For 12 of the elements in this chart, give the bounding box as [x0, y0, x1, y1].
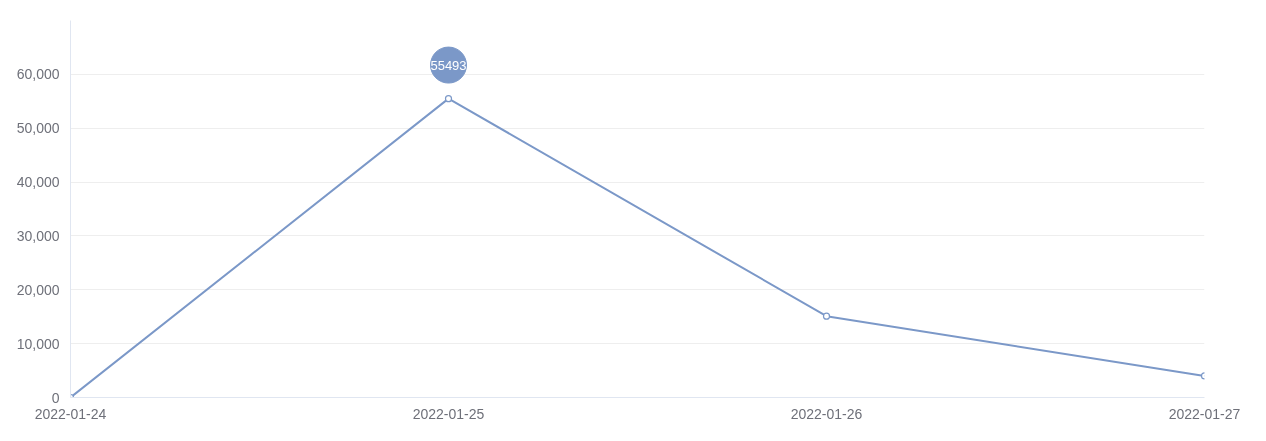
y-tick-label: 40,000 — [16, 174, 60, 191]
y-tick-label: 60,000 — [16, 66, 60, 83]
y-tick-label: 10,000 — [16, 335, 60, 352]
y-tick-label: 30,000 — [16, 227, 60, 244]
x-tick-label: 2022-01-25 — [412, 405, 485, 422]
y-tick-label: 20,000 — [16, 281, 60, 298]
x-tick-label: 2022-01-24 — [34, 405, 107, 422]
annotation: 55493 — [430, 57, 467, 73]
y-tick-label: 0 — [51, 389, 60, 406]
x-tick-label: 2022-01-27 — [1168, 405, 1241, 422]
x-tick-label: 2022-01-26 — [790, 405, 863, 422]
y-tick-label: 50,000 — [16, 120, 60, 137]
